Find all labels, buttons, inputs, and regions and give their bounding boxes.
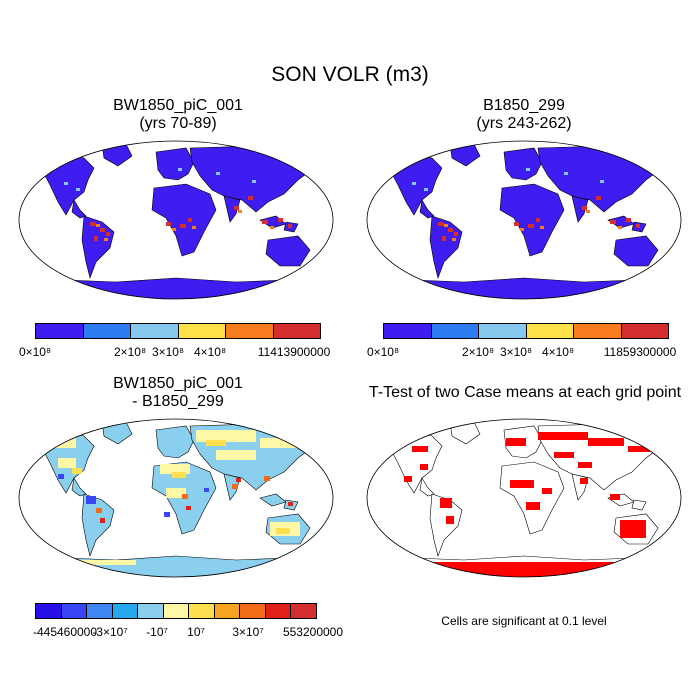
colorbar-label: 3×10⁸ (151, 345, 185, 359)
colorbar-label: 553200000 (282, 625, 344, 639)
map-bottom-left (18, 418, 334, 578)
colorbar-top-left (35, 323, 321, 339)
colorbar-swatch (87, 604, 113, 618)
panel-title-top-left: BW1850_piC_001 (yrs 70-89) (18, 97, 338, 133)
panel-title-line1: BW1850_piC_001 (113, 97, 243, 114)
colorbar-swatch (240, 604, 266, 618)
colorbar-label: -10⁷ (146, 625, 168, 639)
colorbar-label: -445460000 (32, 625, 98, 639)
colorbar-label: 2×10⁸ (461, 345, 495, 359)
colorbar-swatch (226, 324, 274, 338)
colorbar-swatch (112, 604, 139, 618)
colorbar-swatch (431, 324, 479, 338)
colorbar-swatch (526, 324, 574, 338)
panel-title-bottom-right: T-Test of two Case means at each grid po… (368, 384, 682, 401)
colorbar-label: 3×10⁸ (499, 345, 533, 359)
figure-title: SON VOLR (m3) (271, 63, 429, 86)
colorbar-swatch (574, 324, 622, 338)
significance-note: Cells are significant at 0.1 level (441, 614, 607, 628)
colorbar-label: 3×10⁷ (232, 625, 264, 639)
colorbar-swatch (621, 324, 668, 338)
colorbar-swatch (214, 604, 241, 618)
colorbar-label: 2×10⁸ (113, 345, 147, 359)
colorbar-label: 4×10⁸ (193, 345, 227, 359)
panel-title-line2: (yrs 70-89) (139, 115, 217, 132)
colorbar-swatch (479, 324, 527, 338)
colorbar-label: 0×10⁸ (366, 345, 400, 359)
colorbar-swatch (61, 604, 88, 618)
colorbar-label: 4×10⁸ (541, 345, 575, 359)
colorbar-swatch (163, 604, 190, 618)
map-bottom-right (366, 418, 682, 578)
map-top-left (18, 140, 334, 300)
colorbar-swatch (83, 324, 131, 338)
colorbar-label: -3×10⁷ (92, 625, 128, 639)
map-top-right (366, 140, 682, 300)
panel-title-bottom-left: BW1850_piC_001 - B1850_299 (18, 375, 338, 411)
colorbar-top-right (383, 323, 669, 339)
panel-title-line1: B1850_299 (483, 97, 565, 114)
colorbar-swatch (189, 604, 215, 618)
colorbar-swatch (291, 604, 317, 618)
colorbar-label: 11859300000 (603, 345, 677, 359)
colorbar-swatch (384, 324, 432, 338)
panel-title-line2: (yrs 243-262) (476, 115, 572, 132)
colorbar-swatch (265, 604, 292, 618)
colorbar-swatch (36, 324, 84, 338)
colorbar-bottom-left (35, 603, 317, 619)
colorbar-label: 11413900000 (257, 345, 331, 359)
colorbar-label: 10⁷ (187, 625, 205, 639)
colorbar-swatch (138, 604, 164, 618)
panel-title-line1: BW1850_piC_001 (113, 375, 243, 392)
colorbar-swatch (36, 604, 62, 618)
panel-title-line2: - B1850_299 (132, 393, 224, 410)
colorbar-label: 0×10⁸ (18, 345, 52, 359)
colorbar-swatch (178, 324, 226, 338)
colorbar-swatch (273, 324, 320, 338)
panel-title-top-right: B1850_299 (yrs 243-262) (364, 97, 684, 133)
colorbar-swatch (131, 324, 179, 338)
